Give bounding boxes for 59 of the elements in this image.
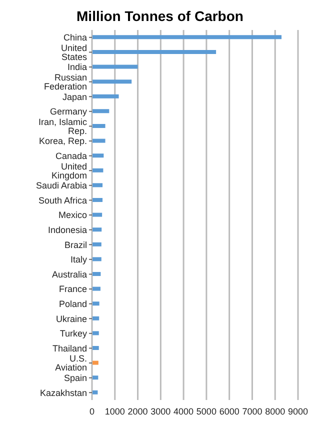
bar xyxy=(92,109,110,114)
y-tick-label: Germany xyxy=(50,106,88,117)
bar xyxy=(92,80,132,84)
chart-title: Million Tonnes of Carbon xyxy=(76,8,244,24)
bar xyxy=(92,138,106,143)
y-tick-label: United States xyxy=(60,42,88,62)
x-tick-label: 7000 xyxy=(242,406,262,416)
y-tick-label: South Africa xyxy=(38,195,87,206)
bar xyxy=(92,228,102,232)
y-tick-label: Mexico xyxy=(58,210,87,220)
bar xyxy=(92,360,98,365)
bar xyxy=(92,50,216,54)
y-tick-label: Russian Federation xyxy=(44,72,87,92)
y-tick-label: Saudi Arabia xyxy=(36,180,87,191)
x-tick-label: 2000 xyxy=(128,406,148,416)
y-tick-label: Kazakhstan xyxy=(40,388,87,398)
bar xyxy=(92,168,104,172)
bar xyxy=(92,212,102,217)
bar xyxy=(92,35,282,40)
bar xyxy=(92,183,103,188)
y-tick-label: Poland xyxy=(58,298,87,309)
bar xyxy=(92,154,104,158)
y-tick-label: Turkey xyxy=(60,328,88,339)
bar xyxy=(92,64,138,69)
bar xyxy=(92,316,100,320)
bar xyxy=(92,94,119,98)
y-tick-label: Japan xyxy=(62,92,87,102)
bar xyxy=(92,124,106,128)
x-tick-label: 3000 xyxy=(150,406,171,416)
bar xyxy=(92,198,103,202)
y-tick-label: Iran, Islamic Rep. xyxy=(38,116,88,136)
x-tick-label: 8000 xyxy=(265,406,286,416)
y-tick-label: Indonesia xyxy=(48,224,87,235)
y-tick-label: China xyxy=(63,32,87,43)
bar xyxy=(92,302,100,306)
y-tick-label: Thailand xyxy=(52,343,87,354)
bar xyxy=(92,242,102,246)
y-tick-label: Italy xyxy=(70,254,88,265)
y-tick-label: Spain xyxy=(64,372,87,383)
y-tick-label: Brazil xyxy=(64,240,87,250)
y-tick-label: Ukraine xyxy=(56,314,87,324)
x-tick-label: 9000 xyxy=(288,406,308,416)
bar xyxy=(92,286,100,291)
y-tick-label: Canada xyxy=(55,150,87,161)
bar xyxy=(92,346,99,350)
x-tick-label: 4000 xyxy=(174,406,194,416)
bar xyxy=(92,272,101,276)
x-tick-label: 0 xyxy=(89,406,95,416)
bar xyxy=(92,257,102,262)
x-tick-label: 5000 xyxy=(196,406,216,416)
y-tick-label: France xyxy=(58,284,87,294)
x-tick-label: 1000 xyxy=(104,406,125,416)
y-tick-label: Australia xyxy=(52,269,87,280)
x-tick-label: 6000 xyxy=(219,406,240,416)
bar xyxy=(92,331,99,336)
y-tick-label: India xyxy=(67,62,87,72)
y-tick-label: U.S. Aviation xyxy=(55,354,87,373)
y-tick-label: United Kingdom xyxy=(51,161,87,180)
y-tick-label: Korea, Rep. xyxy=(38,136,87,146)
